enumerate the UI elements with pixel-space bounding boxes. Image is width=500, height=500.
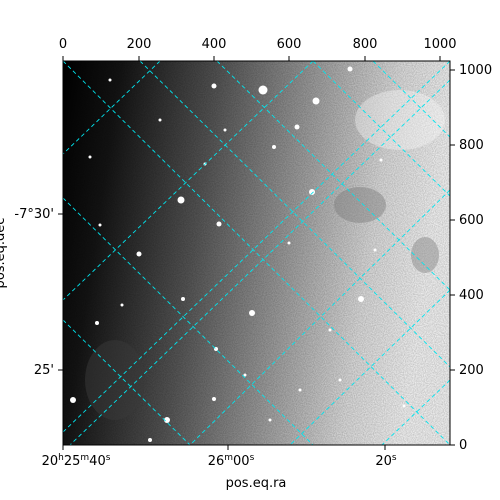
top-tick-label: 200 [127,37,152,52]
star [70,397,76,403]
right-tick-label: 0 [459,438,467,453]
star-field [70,66,406,442]
top-tick-label: 400 [202,37,227,52]
right-tick-label: 400 [459,288,484,303]
star [379,158,383,162]
star [158,118,162,122]
right-tick-label: 200 [459,363,484,378]
star [88,155,92,159]
star [272,145,276,149]
bottom-ra-axis [62,445,386,450]
star [338,378,342,382]
star [177,196,185,204]
right-tick-label: 1000 [459,63,492,78]
star [164,417,170,423]
star [212,397,216,401]
star [358,296,364,302]
star [312,97,320,105]
right-tick-label: 800 [459,138,484,153]
star [211,83,217,89]
top-tick-label: 600 [277,37,302,52]
star [258,85,268,95]
star [108,78,112,82]
star [136,251,142,257]
star [243,373,247,377]
star [328,328,332,332]
star [148,438,152,442]
star [294,124,300,130]
star [298,388,302,392]
top-tick-label: 800 [353,37,378,52]
top-tick-label: 0 [59,37,67,52]
bottom-ra-tick-label: 20h25m40s [42,453,111,469]
top-pixel-axis [62,56,441,61]
star [268,418,272,422]
right-tick-label: 600 [459,213,484,228]
star [402,404,406,408]
bottom-ra-tick-label: 26m00s [208,453,255,469]
coordinate-grid [63,61,450,445]
star [309,189,315,195]
star [249,310,255,316]
top-tick-label: 1000 [423,37,456,52]
star [216,221,222,227]
left-dec-tick-label: -7°30' [14,207,54,222]
y-axis-title: pos.eq.dec [0,218,8,289]
plot-frame [62,60,451,446]
star [223,128,227,132]
star [287,241,291,245]
star [98,223,102,227]
right-pixel-axis [450,69,455,446]
left-dec-tick-label: 25' [34,363,54,378]
bottom-ra-tick-label: 20s [375,453,397,469]
sky-image [63,61,450,445]
x-axis-title: pos.eq.ra [226,476,287,491]
star [95,321,99,325]
left-dec-axis [58,213,63,371]
star [347,66,353,72]
star [373,248,377,252]
star [120,303,124,307]
star [181,297,185,301]
